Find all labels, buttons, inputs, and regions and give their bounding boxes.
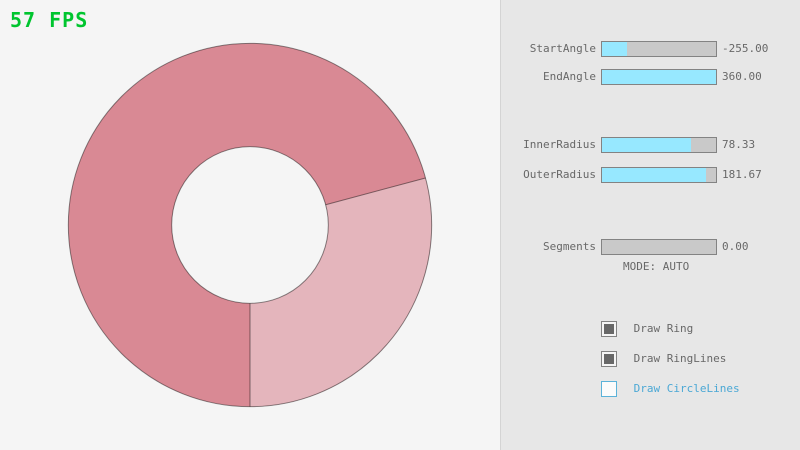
- outer-radius-value: 181.67: [722, 168, 762, 181]
- slider-fill: [602, 70, 716, 84]
- checkbox-label: Draw Ring: [633, 322, 694, 335]
- checkbox-draw-circlelines[interactable]: Draw CircleLines: [601, 378, 740, 397]
- checkbox-box-icon[interactable]: [601, 380, 617, 397]
- start-angle-value: -255.00: [722, 42, 769, 55]
- start-angle-slider[interactable]: [601, 41, 717, 57]
- start-angle-label: StartAngle: [529, 42, 596, 55]
- end-angle-label: EndAngle: [543, 70, 596, 83]
- slider-fill: [602, 42, 627, 56]
- fps-counter: 57 FPS: [10, 8, 89, 32]
- slider-fill: [602, 168, 706, 182]
- checkbox-draw-ringlines[interactable]: Draw RingLines: [601, 348, 727, 367]
- mode-text: MODE: AUTO: [623, 260, 690, 273]
- outer-radius-slider[interactable]: [601, 167, 717, 183]
- slider-row-end-angle: EndAngle 360.00: [501, 69, 800, 85]
- donut-ring-graphic: [67, 42, 433, 408]
- segments-label: Segments: [543, 240, 596, 253]
- slider-row-inner-radius: InnerRadius 78.33: [501, 137, 800, 153]
- segments-value: 0.00: [722, 240, 749, 253]
- checkbox-label: Draw RingLines: [633, 352, 727, 365]
- checkbox-box-icon[interactable]: [601, 350, 617, 367]
- end-angle-slider[interactable]: [601, 69, 717, 85]
- slider-fill: [602, 138, 692, 152]
- inner-radius-value: 78.33: [722, 138, 756, 151]
- slider-row-outer-radius: OuterRadius 181.67: [501, 167, 800, 183]
- checkbox-label: Draw CircleLines: [633, 382, 740, 395]
- end-angle-value: 360.00: [722, 70, 762, 83]
- segments-slider[interactable]: [601, 239, 717, 255]
- render-canvas: 57 FPS: [10, 8, 433, 408]
- inner-radius-slider[interactable]: [601, 137, 717, 153]
- inner-radius-label: InnerRadius: [523, 138, 596, 151]
- outer-radius-label: OuterRadius: [523, 168, 596, 181]
- control-panel: StartAngle -255.00 EndAngle 360.00 Inner…: [500, 0, 800, 450]
- checkbox-box-icon[interactable]: [601, 320, 617, 337]
- checkbox-draw-ring[interactable]: Draw Ring: [601, 318, 694, 337]
- slider-row-segments: Segments 0.00: [501, 239, 800, 255]
- slider-row-start-angle: StartAngle -255.00: [501, 41, 800, 57]
